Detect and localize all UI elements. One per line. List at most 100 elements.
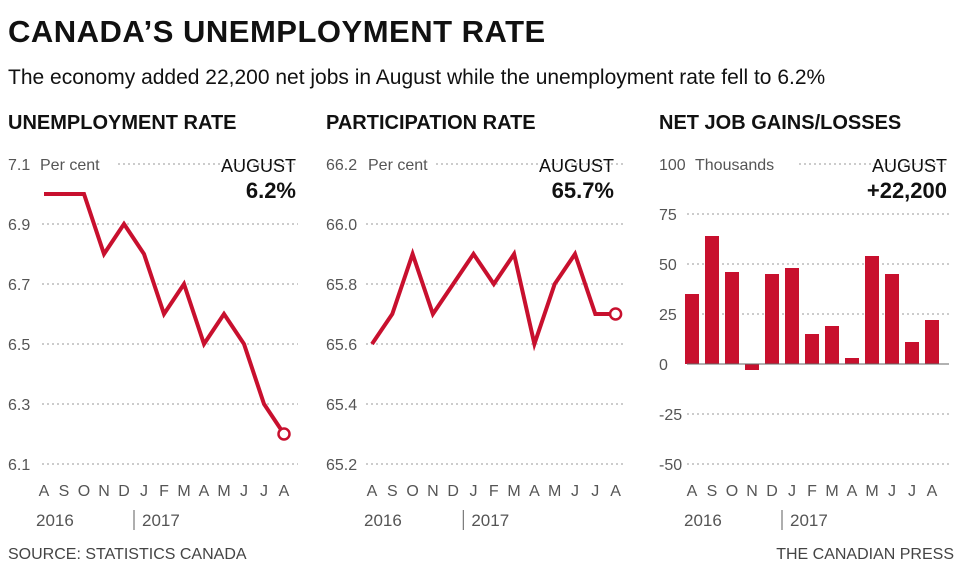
- bar: [865, 256, 879, 364]
- source-note: SOURCE: STATISTICS CANADA: [8, 546, 247, 563]
- unit-label: Per cent: [40, 157, 100, 174]
- y-tick-label: 6.3: [8, 397, 30, 414]
- x-tick-label: D: [447, 483, 459, 500]
- y-tick-label: 65.2: [326, 457, 357, 474]
- x-tick-label: O: [406, 483, 418, 500]
- unemployment-rate-panel: UNEMPLOYMENT RATE 6.1 6.3 6.5 6.7 6.9 7.1 Per …: [8, 108, 308, 538]
- net-job-gains-panel: NET JOB GAINS/LOSSES -50 -25 0 25 50 75 100 Tho…: [659, 108, 959, 538]
- x-tick-label: M: [548, 483, 561, 500]
- x-tick-label: M: [865, 483, 878, 500]
- credit-note: THE CANADIAN PRESS: [776, 546, 954, 563]
- x-tick-label: A: [199, 483, 210, 500]
- x-tick-label: A: [529, 483, 540, 500]
- x-tick-label: A: [847, 483, 858, 500]
- y-tick-label: 0: [659, 357, 668, 374]
- callout-label: AUGUST: [539, 156, 614, 176]
- x-tick-label: O: [726, 483, 738, 500]
- y-tick-label: 25: [659, 307, 677, 324]
- bar: [785, 268, 799, 364]
- y-tick-label: 50: [659, 257, 677, 274]
- x-tick-label: J: [908, 483, 916, 500]
- y-tick-label: -25: [659, 407, 682, 424]
- x-tick-label: N: [746, 483, 758, 500]
- x-tick-label: A: [279, 483, 290, 500]
- x-tick-label: A: [927, 483, 938, 500]
- x-tick-label: M: [217, 483, 230, 500]
- year-label: 2017: [471, 511, 509, 530]
- y-tick-label: 7.1: [8, 157, 30, 174]
- endpoint-marker: [277, 427, 291, 441]
- y-tick-label: 6.5: [8, 337, 30, 354]
- x-tick-label: N: [427, 483, 439, 500]
- x-tick-label: S: [59, 483, 70, 500]
- callout-value: +22,200: [867, 178, 947, 203]
- x-tick-label: J: [888, 483, 896, 500]
- year-label: 2016: [36, 511, 74, 530]
- callout-value: 65.7%: [552, 178, 614, 203]
- bar: [725, 272, 739, 364]
- year-label: 2016: [684, 511, 722, 530]
- endpoint-marker: [608, 307, 623, 321]
- y-tick-label: -50: [659, 457, 682, 474]
- x-tick-label: A: [610, 483, 621, 500]
- bar: [705, 236, 719, 364]
- year-label: 2017: [142, 511, 180, 530]
- x-tick-label: A: [687, 483, 698, 500]
- bar: [765, 274, 779, 364]
- y-tick-label: 65.4: [326, 397, 357, 414]
- bar: [885, 274, 899, 364]
- x-tick-label: F: [807, 483, 817, 500]
- panel-title: UNEMPLOYMENT RATE: [8, 112, 237, 134]
- x-tick-label: J: [140, 483, 148, 500]
- x-tick-label: M: [177, 483, 190, 500]
- bar: [805, 334, 819, 364]
- bar: [685, 294, 699, 364]
- x-tick-label: F: [159, 483, 169, 500]
- callout-label: AUGUST: [221, 156, 296, 176]
- year-label: 2016: [364, 511, 402, 530]
- x-tick-label: J: [591, 483, 599, 500]
- y-tick-label: 65.6: [326, 337, 357, 354]
- x-tick-label: J: [470, 483, 478, 500]
- y-tick-label: 100: [659, 157, 686, 174]
- x-tick-label: S: [707, 483, 718, 500]
- y-tick-label: 75: [659, 207, 677, 224]
- x-tick-label: S: [387, 483, 398, 500]
- panel-title: PARTICIPATION RATE: [326, 112, 536, 134]
- callout-value: 6.2%: [246, 178, 296, 203]
- x-tick-label: J: [240, 483, 248, 500]
- bar: [825, 326, 839, 364]
- x-tick-label: D: [118, 483, 130, 500]
- y-tick-label: 6.9: [8, 217, 30, 234]
- year-label: 2017: [790, 511, 828, 530]
- chart-subtitle: The economy added 22,200 net jobs in Aug…: [8, 66, 826, 89]
- bar: [925, 320, 939, 364]
- x-tick-label: N: [98, 483, 110, 500]
- x-tick-label: A: [39, 483, 50, 500]
- unit-label: Thousands: [695, 157, 774, 174]
- y-tick-label: 65.8: [326, 277, 357, 294]
- bar: [905, 342, 919, 364]
- x-tick-label: J: [571, 483, 579, 500]
- participation-rate-panel: PARTICIPATION RATE 65.2 65.4 65.6 65.8 66.0 6…: [326, 108, 626, 538]
- y-tick-label: 66.2: [326, 157, 357, 174]
- chart-title: CANADA’S UNEMPLOYMENT RATE: [8, 14, 546, 49]
- x-tick-label: M: [825, 483, 838, 500]
- series-line: [370, 247, 616, 352]
- x-tick-label: J: [788, 483, 796, 500]
- bar: [745, 364, 759, 370]
- x-tick-label: D: [766, 483, 778, 500]
- x-tick-label: A: [367, 483, 378, 500]
- participation-rate-chart: 65.2 65.4 65.6 65.8 66.0 66.2 Per cent AUGUST65…: [326, 156, 626, 530]
- x-tick-label: F: [489, 483, 499, 500]
- x-tick-label: M: [507, 483, 520, 500]
- y-tick-label: 6.7: [8, 277, 30, 294]
- y-tick-label: 66.0: [326, 217, 357, 234]
- x-tick-label: O: [78, 483, 90, 500]
- bar: [845, 358, 859, 364]
- panel-title: NET JOB GAINS/LOSSES: [659, 112, 902, 134]
- unit-label: Per cent: [368, 157, 428, 174]
- y-tick-label: 6.1: [8, 457, 30, 474]
